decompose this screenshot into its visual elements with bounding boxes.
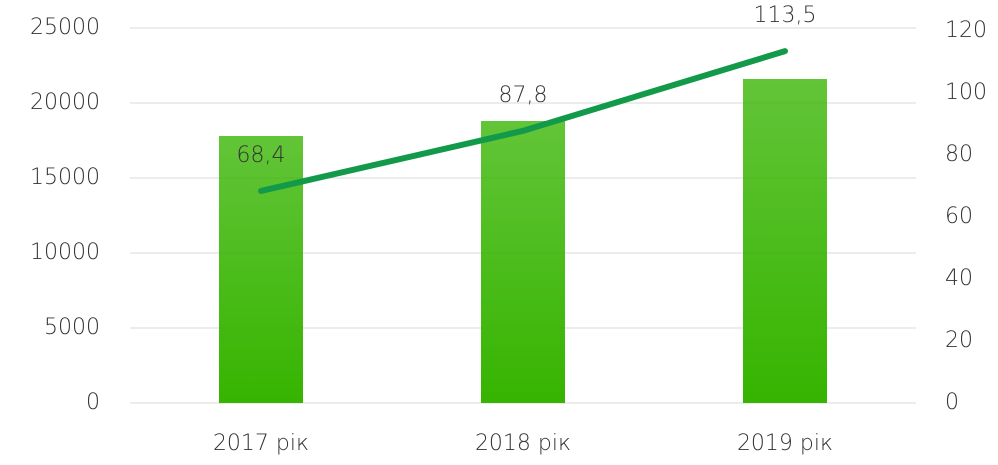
y-tick-label: 5000 [44,315,100,340]
y2-tick-label: 0 [945,390,959,415]
data-label: 113,5 [754,3,817,28]
y2-tick-label: 20 [945,328,973,353]
y2-tick-label: 100 [945,80,987,105]
data-label: 87,8 [499,83,548,108]
bar [743,79,827,403]
bar [219,136,303,403]
bar [481,121,565,403]
y2-tick-label: 120 [945,18,987,43]
x-tick-label: 2017 рік [213,431,309,456]
y-tick-label: 0 [86,390,100,415]
data-label: 68,4 [237,143,286,168]
x-tick-label: 2018 рік [475,431,571,456]
y2-tick-label: 40 [945,266,973,291]
y2-tick-label: 60 [945,204,973,229]
y-tick-label: 10000 [30,240,100,265]
y-tick-label: 20000 [30,90,100,115]
y-tick-label: 15000 [30,165,100,190]
x-tick-label: 2019 рік [737,431,833,456]
y-tick-label: 25000 [30,15,100,40]
y2-tick-label: 80 [945,142,973,167]
line [258,48,788,194]
